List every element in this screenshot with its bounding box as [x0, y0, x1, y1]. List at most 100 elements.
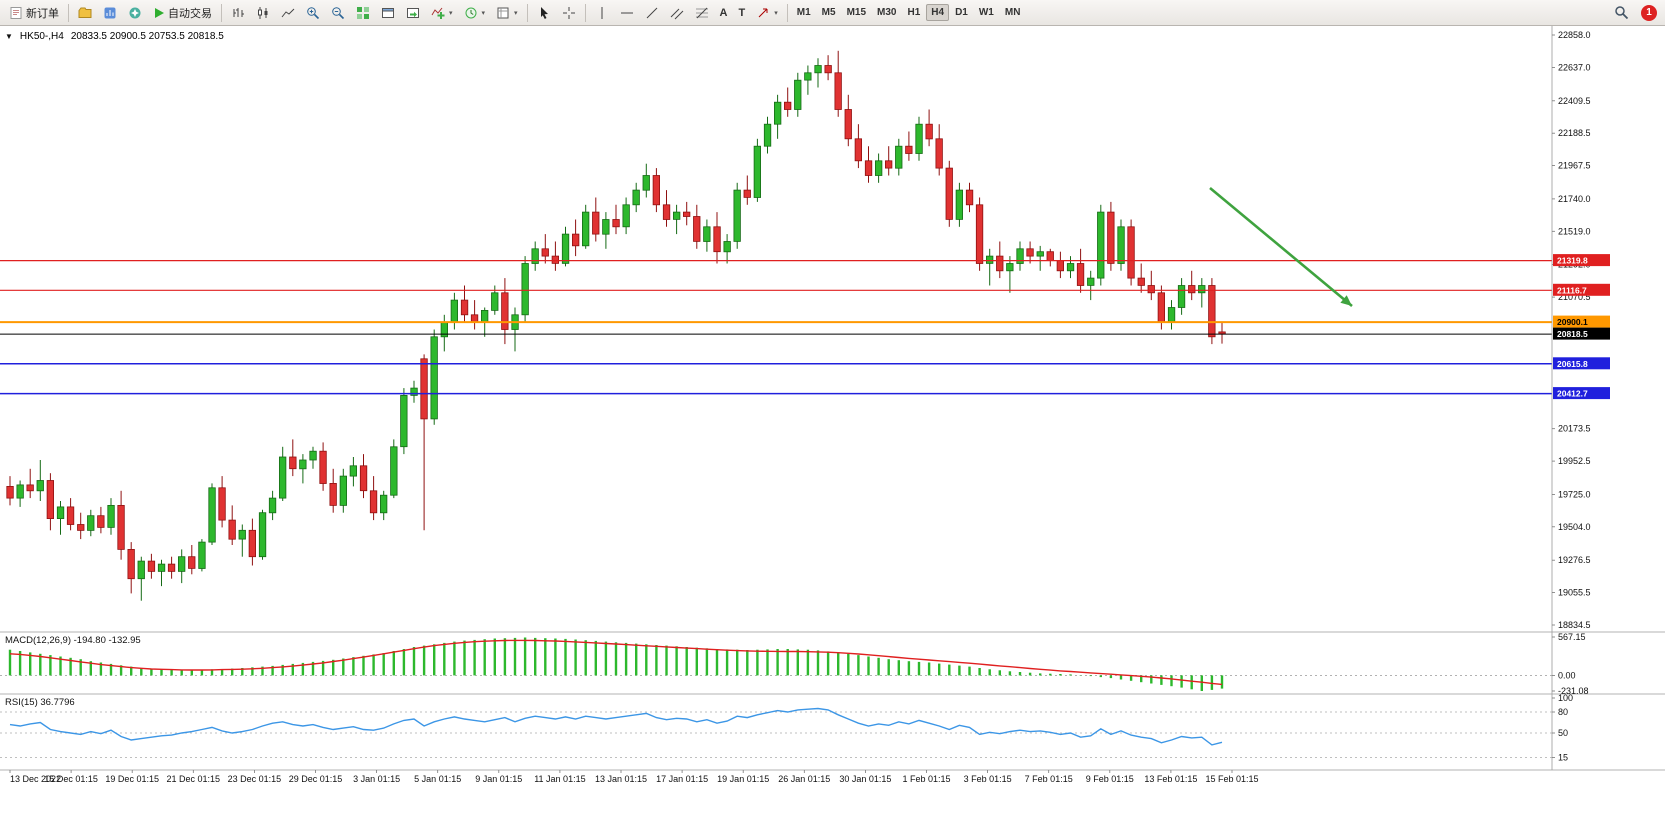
svg-text:15 Feb 01:15: 15 Feb 01:15: [1205, 774, 1258, 784]
indicators-icon: [431, 6, 445, 20]
search-button[interactable]: [1609, 2, 1634, 24]
chevron-down-icon: ▾: [774, 9, 778, 17]
svg-text:21967.5: 21967.5: [1558, 161, 1591, 171]
chart-shift-button[interactable]: [401, 2, 425, 24]
bar-chart-button[interactable]: [226, 2, 250, 24]
trendline-icon: [645, 6, 659, 20]
toolbar-separator: [786, 3, 788, 22]
chart-header: ▼ HK50-,H4 20833.5 20900.5 20753.5 20818…: [5, 31, 224, 42]
line-chart-button[interactable]: [276, 2, 300, 24]
svg-text:20173.5: 20173.5: [1558, 424, 1591, 434]
timeframe-h1-button[interactable]: H1: [907, 7, 921, 18]
svg-text:9 Feb 01:15: 9 Feb 01:15: [1086, 774, 1134, 784]
svg-text:22637.0: 22637.0: [1558, 62, 1591, 72]
text-tool-button[interactable]: A: [715, 2, 733, 24]
svg-text:19276.5: 19276.5: [1558, 555, 1591, 565]
collapse-chart-icon[interactable]: ▼: [5, 32, 13, 41]
label-icon: T: [738, 6, 746, 19]
chart-canvas[interactable]: 22858.0 22637.0 22409.5 22188.5 21967.5 21740…: [0, 26, 1665, 790]
svg-text:5 Jan 01:15: 5 Jan 01:15: [414, 774, 461, 784]
templates-button[interactable]: ▾: [491, 2, 523, 24]
market-watch-button[interactable]: [98, 2, 122, 24]
new-order-button[interactable]: 新订单: [4, 2, 64, 24]
svg-text:7 Feb 01:15: 7 Feb 01:15: [1025, 774, 1073, 784]
line-chart-icon: [281, 6, 295, 20]
templates-icon: [496, 6, 510, 20]
timeframe-m5-button[interactable]: M5: [821, 7, 836, 18]
svg-text:20900.1: 20900.1: [1557, 317, 1588, 327]
auto-trading-label: 自动交易: [168, 7, 212, 20]
svg-text:21 Dec 01:15: 21 Dec 01:15: [167, 774, 221, 784]
indicators-button[interactable]: ▾: [426, 2, 458, 24]
svg-text:22188.5: 22188.5: [1558, 128, 1591, 138]
svg-text:13 Feb 01:15: 13 Feb 01:15: [1144, 774, 1197, 784]
svg-text:567.15: 567.15: [1558, 632, 1586, 642]
cursor-icon: [537, 6, 551, 20]
timeframe-m1-button[interactable]: M1: [796, 7, 811, 18]
candlestick-button[interactable]: [251, 2, 275, 24]
channel-button[interactable]: [665, 2, 689, 24]
macd-indicator-label: MACD(12,26,9) -194.80 -132.95: [5, 635, 141, 646]
chart-area: 22858.0 22637.0 22409.5 22188.5 21967.5 21740…: [0, 26, 1665, 790]
svg-text:21070.5: 21070.5: [1558, 292, 1591, 302]
navigator-button[interactable]: [123, 2, 147, 24]
svg-text:17 Jan 01:15: 17 Jan 01:15: [656, 774, 708, 784]
zoom-in-button[interactable]: [301, 2, 325, 24]
main-toolbar: 新订单 自动交易: [0, 0, 1665, 26]
zoom-out-button[interactable]: [326, 2, 350, 24]
timeframe-m30-button[interactable]: M30: [877, 7, 897, 18]
arrows-button[interactable]: ▾: [751, 2, 783, 24]
crosshair-button[interactable]: [557, 2, 581, 24]
zoom-out-icon: [331, 6, 345, 20]
tile-windows-icon: [356, 6, 370, 20]
vertical-line-icon: [595, 6, 609, 20]
svg-text:19504.0: 19504.0: [1558, 522, 1591, 532]
auto-trading-play-icon: [153, 7, 165, 19]
timeframe-mn-button[interactable]: MN: [1004, 7, 1021, 18]
svg-text:19 Jan 01:15: 19 Jan 01:15: [717, 774, 769, 784]
svg-text:22409.5: 22409.5: [1558, 96, 1591, 106]
trendline-button[interactable]: [640, 2, 664, 24]
timeframe-m15-button[interactable]: M15: [846, 7, 867, 18]
chevron-down-icon: ▾: [481, 9, 486, 17]
text-icon: A: [719, 6, 728, 19]
chart-symbol-period: HK50-,H4: [19, 31, 64, 42]
svg-text:21519.0: 21519.0: [1558, 226, 1591, 236]
auto-trading-button[interactable]: 自动交易: [148, 2, 217, 24]
cursor-button[interactable]: [532, 2, 556, 24]
toolbar-separator: [221, 3, 222, 22]
fibonacci-button[interactable]: [690, 2, 714, 24]
svg-text:3 Jan 01:15: 3 Jan 01:15: [353, 774, 400, 784]
chart-window-button[interactable]: [376, 2, 400, 24]
label-tool-button[interactable]: T: [734, 2, 751, 24]
svg-text:21116.7: 21116.7: [1557, 285, 1587, 295]
vertical-line-button[interactable]: [590, 2, 614, 24]
svg-text:21740.0: 21740.0: [1558, 194, 1591, 204]
svg-text:9 Jan 01:15: 9 Jan 01:15: [475, 774, 522, 784]
channel-icon: [670, 6, 684, 20]
periods-button[interactable]: ▾: [459, 2, 491, 24]
timeframe-h4-button[interactable]: H4: [926, 4, 950, 21]
horizontal-line-button[interactable]: [615, 2, 639, 24]
timeframe-d1-button[interactable]: D1: [955, 7, 968, 18]
toolbar-separator: [68, 3, 69, 22]
chart-window-icon: [381, 6, 395, 20]
tile-windows-button[interactable]: [351, 2, 375, 24]
chart-profile-button[interactable]: [73, 2, 97, 24]
market-watch-icon: [103, 6, 117, 20]
new-order-icon: [9, 6, 23, 20]
candlestick-icon: [256, 6, 270, 20]
svg-text:50: 50: [1558, 728, 1568, 738]
svg-text:-231.08: -231.08: [1558, 686, 1589, 696]
svg-text:29 Dec 01:15: 29 Dec 01:15: [289, 774, 343, 784]
horizontal-line-icon: [620, 6, 634, 20]
chart-shift-icon: [406, 6, 420, 20]
chart-profile-icon: [78, 6, 92, 20]
zoom-in-icon: [306, 6, 320, 20]
timeframe-w1-button[interactable]: W1: [978, 7, 994, 18]
arrows-icon: [756, 6, 770, 20]
fibonacci-icon: [695, 6, 709, 20]
notification-badge[interactable]: 1: [1641, 4, 1657, 21]
chart-ohlc-values: 20833.5 20900.5 20753.5 20818.5: [70, 31, 224, 42]
